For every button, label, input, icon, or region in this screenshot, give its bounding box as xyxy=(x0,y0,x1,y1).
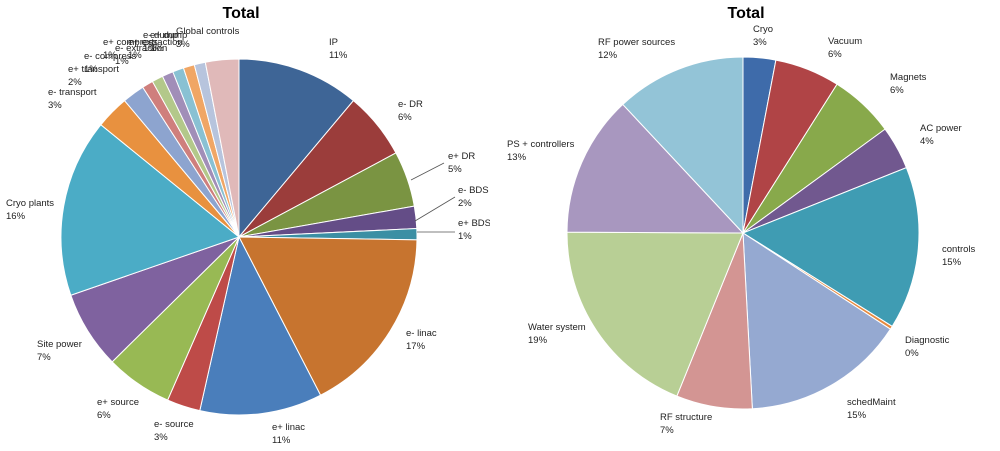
data-label-site-power: Site power 7% xyxy=(37,339,82,363)
data-label-eplus-linac: e+ linac 11% xyxy=(272,422,305,446)
data-label-eplus-source: e+ source 6% xyxy=(97,397,139,421)
pie-slice-schedmaint xyxy=(742,232,892,410)
data-label-eplus-dr: e+ DR 5% xyxy=(448,151,475,175)
data-label-diagnostic: Diagnostic 0% xyxy=(905,335,950,359)
data-label-eplus-extraction: e+ extraction 1% xyxy=(128,37,183,61)
data-label-eminus-dump: e- dump 1% xyxy=(143,30,178,54)
data-label-eminus-transport: e- transport 3% xyxy=(48,87,97,111)
data-label-eminus-source: e- source 3% xyxy=(154,419,194,443)
pie-chart-right: Total Cryo 3% Vacuum 6% Magnets 6% AC power 4% c… xyxy=(490,0,1000,451)
data-label-vacuum: Vacuum 6% xyxy=(828,36,862,60)
pie-chart-left: Total IP 11% e- DR 6% e+ DR 5% e- BDS 2% e+ BDS 1… xyxy=(0,0,490,451)
data-label-eplus-bds: e+ BDS 1% xyxy=(458,218,490,242)
data-label-eminus-dr: e- DR 6% xyxy=(398,99,423,123)
data-label-rf-structure: RF structure 7% xyxy=(660,412,712,436)
data-label-schedmaint: schedMaint 15% xyxy=(847,397,896,421)
data-label-eplus-dump: e+ dump 1% xyxy=(150,30,187,54)
data-label-eplus-transport: e+ transport 2% xyxy=(68,64,119,88)
leader-line-eplus-dr xyxy=(410,162,445,181)
pie-slice-eplus-linac xyxy=(199,235,322,416)
data-label-rf-power-sources: RF power sources 12% xyxy=(598,37,675,61)
pie-slice-eminus-linac xyxy=(238,236,418,396)
pie-slice-ps-plus-controllers xyxy=(566,103,745,234)
chart-title: Total xyxy=(727,5,764,22)
data-label-magnets: Magnets 6% xyxy=(890,72,927,96)
data-label-cryo: Cryo 3% xyxy=(753,24,773,48)
data-label-eminus-compress: e- compress 1% xyxy=(84,51,137,75)
pie-right-svg: Total Cryo 3% Vacuum 6% Magnets 6% AC power 4% c… xyxy=(507,5,976,436)
data-label-eminus-bds: e- BDS 2% xyxy=(458,185,489,209)
pie-slice-global-controls xyxy=(204,58,240,238)
chart-title: Total xyxy=(222,5,259,22)
leader-line-eminus-bds xyxy=(414,196,456,222)
data-label-controls: controls 15% xyxy=(942,244,976,268)
data-label-eminus-linac: e- linac 17% xyxy=(406,328,437,352)
pie-slice-water-system xyxy=(566,231,744,397)
data-label-water-system: Water system 19% xyxy=(528,322,586,346)
pie-slice-ip xyxy=(238,58,355,239)
data-label-eplus-compress: e+ compress 1% xyxy=(103,37,158,61)
data-label-ac-power: AC power 4% xyxy=(920,123,962,147)
data-label-ps-plus-controllers: PS + controllers 13% xyxy=(507,139,575,163)
data-label-eminus-extraction: e- extraction 1% xyxy=(115,43,167,67)
pie-slice-cryo-plants xyxy=(60,124,241,296)
data-label-cryo-plants: Cryo plants 16% xyxy=(6,198,54,222)
pie-slice-controls xyxy=(741,166,920,328)
pie-left-svg: Total IP 11% e- DR 6% e+ DR 5% e- BDS 2% e+ BDS 1… xyxy=(6,5,490,446)
data-label-global-controls: Global controls 3% xyxy=(176,26,240,50)
data-label-ip: IP 11% xyxy=(329,37,348,61)
pie-slice-rf-power-sources xyxy=(622,56,744,235)
